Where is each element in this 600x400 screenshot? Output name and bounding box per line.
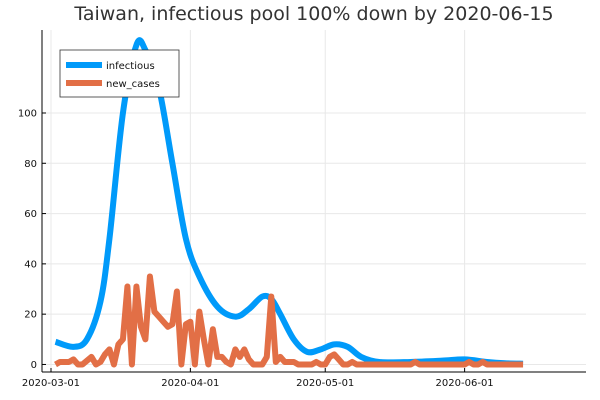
legend: infectious new_cases [59,49,180,98]
x-tick-label: 2020-04-01 [161,378,219,389]
y-ticks: 0 20 40 60 80 100 [18,108,46,371]
x-tick-label: 2020-03-01 [22,378,80,389]
y-tick-label: 60 [24,209,37,220]
y-tick-label: 80 [24,159,37,170]
axes [41,30,586,373]
y-tick-label: 0 [31,360,37,371]
legend-label-new-cases: new_cases [106,79,160,90]
y-tick-label: 40 [24,259,37,270]
series-line-new-cases [54,273,524,368]
series-layer [54,37,524,368]
chart-title: Taiwan, infectious pool 100% down by 202… [73,3,553,25]
legend-box [59,49,180,98]
y-tick-label: 100 [18,108,37,119]
x-tick-label: 2020-06-01 [436,378,494,389]
legend-label-infectious: infectious [106,61,155,72]
x-tick-label: 2020-05-01 [296,378,354,389]
y-tick-label: 20 [24,310,37,321]
x-ticks: 2020-03-01 2020-04-01 2020-05-01 2020-06-01 [22,368,494,389]
